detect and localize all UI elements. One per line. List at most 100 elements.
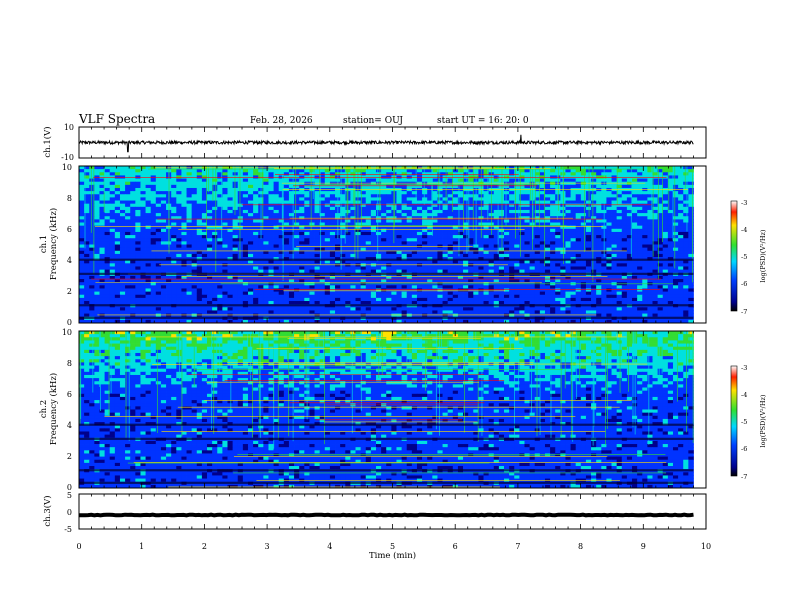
spectrogram-cell xyxy=(457,253,464,258)
spectrogram-cell xyxy=(155,184,162,189)
spectrogram-cell xyxy=(473,279,479,283)
spectrogram-cell xyxy=(483,285,490,289)
spectrogram-cell xyxy=(350,225,356,230)
spectrogram-cell xyxy=(637,288,643,292)
spectrogram-cell xyxy=(514,225,520,230)
spectrogram-cell xyxy=(652,235,659,239)
spectrogram-cell xyxy=(273,191,280,195)
spectrogram-cell xyxy=(340,172,346,176)
spectrogram-cell xyxy=(519,266,525,271)
spectrogram-cell xyxy=(396,200,402,205)
spectrogram-cell xyxy=(319,260,326,264)
spectrogram-cell xyxy=(519,260,525,264)
spectrogram-cell xyxy=(621,250,628,255)
spectrogram-cell xyxy=(626,216,633,220)
spectrogram-cell xyxy=(386,235,392,239)
spectrogram-cell xyxy=(268,275,274,280)
spectrogram-cell xyxy=(155,231,162,236)
spectrogram-cell xyxy=(550,291,556,296)
spectrogram-cell xyxy=(678,238,684,242)
spectrogram-cell xyxy=(442,187,449,192)
spectrogram-cell xyxy=(191,197,198,201)
spectrogram-cell xyxy=(657,216,664,220)
spectrogram-cell xyxy=(314,266,321,271)
spectrogram-cell xyxy=(191,260,198,264)
spectrogram-cell xyxy=(683,275,689,280)
spectrogram-cell xyxy=(196,200,203,205)
spectrogram-cell xyxy=(140,203,146,208)
spectrogram-cell xyxy=(519,244,525,249)
spectrogram-cell xyxy=(319,285,326,289)
spectrogram-cell xyxy=(422,269,428,274)
spectrogram-cell xyxy=(504,203,510,208)
spectrogram-cell xyxy=(222,184,228,189)
spectrogram-cell xyxy=(575,169,582,173)
spectrogram-cell xyxy=(84,288,90,292)
spectrogram-cell xyxy=(386,241,392,245)
spectrogram-cell xyxy=(278,194,285,198)
spectrogram-cell xyxy=(575,279,582,283)
spectrogram-cell xyxy=(401,181,408,186)
spectrogram-cell xyxy=(227,184,234,189)
spectrogram-cell xyxy=(340,260,346,264)
spectrogram-cell xyxy=(637,191,643,195)
spectrogram-cell xyxy=(606,285,612,289)
spectrogram-cell xyxy=(642,241,648,245)
spectrogram-cell xyxy=(463,175,469,179)
spectrogram-cell xyxy=(294,213,300,217)
spectrogram-cell xyxy=(519,213,525,217)
spectrogram-cell xyxy=(519,285,525,289)
spectrogram-cell xyxy=(130,178,136,183)
spectrogram-cell xyxy=(160,247,167,252)
spectrogram-cell xyxy=(201,203,208,208)
spectrogram-cell xyxy=(99,225,105,230)
spectrogram-cell xyxy=(253,279,259,283)
spectrogram-cell xyxy=(381,291,387,296)
spectrogram-cell xyxy=(201,235,208,239)
spectrogram-cell xyxy=(524,288,530,292)
spectrogram-cell xyxy=(411,228,418,233)
spectrogram-cell xyxy=(616,235,623,239)
spectrogram-cell xyxy=(396,285,402,289)
spectrogram-cell xyxy=(591,203,597,208)
spectrogram-cell xyxy=(647,169,653,173)
spectrogram-cell xyxy=(427,266,433,271)
spectrogram-cell xyxy=(109,178,116,183)
spectrogram-cell xyxy=(135,285,141,289)
spectrogram-cell xyxy=(140,166,146,170)
spectrogram-cell xyxy=(217,285,223,289)
spectrogram-cell xyxy=(345,241,351,245)
spectrogram-cell xyxy=(642,203,648,208)
spectrogram-cell xyxy=(519,235,525,239)
spectrogram-cell xyxy=(457,172,464,176)
spectrogram-cell xyxy=(314,250,321,255)
spectrogram-cell xyxy=(99,241,105,245)
spectrogram-cell xyxy=(422,291,428,296)
spectrogram-cell xyxy=(314,291,321,296)
spectrogram-cell xyxy=(201,172,208,176)
spectrogram-cell xyxy=(125,203,131,208)
spectrogram-cell xyxy=(672,241,679,245)
spectrogram-cell xyxy=(222,253,228,258)
spectrogram-cell xyxy=(350,191,356,195)
spectrogram-cell xyxy=(335,294,341,299)
spectrogram-cell xyxy=(370,222,377,227)
spectrogram-cell xyxy=(391,275,397,280)
spectrogram-cell xyxy=(79,235,85,239)
spectrogram-cell xyxy=(411,238,418,242)
spectrogram-cell xyxy=(406,288,413,292)
spectrogram-cell xyxy=(616,241,623,245)
spectrogram-cell xyxy=(247,285,254,289)
spectrogram-cell xyxy=(329,253,336,258)
spectrogram-cell xyxy=(84,178,90,183)
spectrogram-cell xyxy=(386,247,392,252)
spectrogram-cell xyxy=(662,238,669,242)
spectrogram-cell xyxy=(253,294,259,299)
spectrogram-cell xyxy=(119,269,126,274)
spectrogram-cell xyxy=(642,225,648,230)
spectrogram-cell xyxy=(140,178,146,183)
spectrogram-cell xyxy=(247,175,254,179)
spectrogram-cell xyxy=(606,291,612,296)
spectrogram-cell xyxy=(237,181,244,186)
spectrogram-cell xyxy=(463,288,469,292)
